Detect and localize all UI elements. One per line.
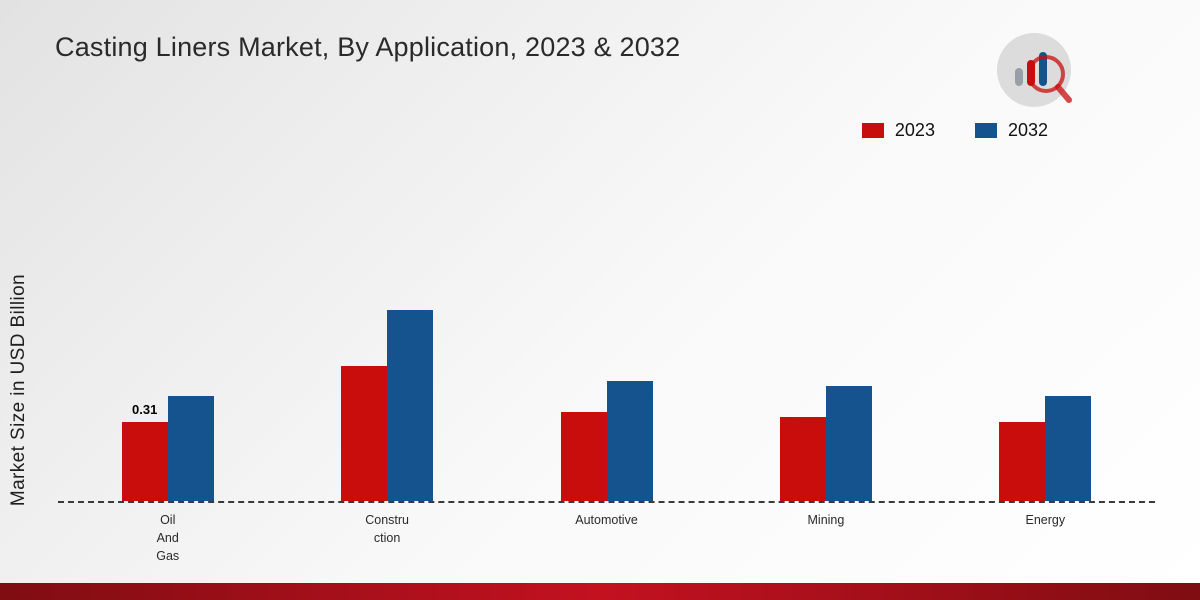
logo-magnifier-handle <box>1055 84 1072 103</box>
x-axis-category-labels: Oil And Gas Constru ction Automotive Mining Ene… <box>58 511 1155 565</box>
bar-2032-construction <box>387 310 434 501</box>
category-label-line: Automotive <box>575 513 638 527</box>
category-label-line: Gas <box>156 549 180 564</box>
logo-bar-gray <box>1015 68 1023 86</box>
y-axis-label-wrap: Market Size in USD Billion <box>8 222 30 558</box>
category-label-construction: Constru ction <box>277 511 496 565</box>
category-label-mining: Mining <box>716 511 935 565</box>
legend-swatch-2023 <box>861 123 884 138</box>
category-label-line: Energy <box>1025 513 1066 527</box>
bar-2032-energy <box>1045 396 1092 501</box>
category-label-oil-and-gas: Oil And Gas <box>58 511 277 565</box>
category-label-line: ction <box>373 531 401 546</box>
legend-item-2023: 2023 <box>861 120 935 141</box>
y-axis-label: Market Size in USD Billion <box>8 273 29 507</box>
bar-group-oil-and-gas: 0.31 <box>58 185 277 501</box>
bar-group-mining <box>716 185 935 501</box>
bar-2032-automotive <box>606 381 653 501</box>
legend-label-2023: 2023 <box>894 120 935 140</box>
category-label-line: Mining <box>807 513 845 527</box>
bar-2023-construction <box>341 366 388 501</box>
chart-title: Casting Liners Market, By Application, 2… <box>55 32 681 62</box>
bar-2023-oil-and-gas: 0.31 <box>121 402 168 501</box>
legend-item-2032: 2032 <box>974 120 1048 141</box>
bar-2023-automotive <box>560 412 607 501</box>
category-label-line: Constru <box>365 513 409 527</box>
logo-bar-blue <box>1039 52 1047 86</box>
bar-group-construction <box>277 185 496 501</box>
bar-group-automotive <box>497 185 716 501</box>
bar-value-label: 0.31 <box>132 402 158 417</box>
category-label-line: And <box>156 531 179 546</box>
bar-2023-mining <box>779 417 826 501</box>
brand-logo <box>997 33 1072 107</box>
legend: 2023 2032 <box>861 120 1048 141</box>
bar-2032-oil-and-gas <box>167 396 214 501</box>
logo-magnifier-ring <box>1027 55 1065 93</box>
bottom-red-strip <box>0 583 1200 600</box>
category-label-line: Oil <box>160 513 176 527</box>
legend-swatch-2032 <box>974 123 997 138</box>
category-label-automotive: Automotive <box>497 511 716 565</box>
bar-2032-mining <box>825 386 872 501</box>
bar-group-energy <box>936 185 1155 501</box>
bar-2023-energy <box>999 422 1046 501</box>
bar-groups: 0.31 <box>58 185 1155 501</box>
category-label-energy: Energy <box>936 511 1155 565</box>
plot-area: 0.31 <box>58 185 1155 503</box>
legend-label-2032: 2032 <box>1007 120 1048 140</box>
